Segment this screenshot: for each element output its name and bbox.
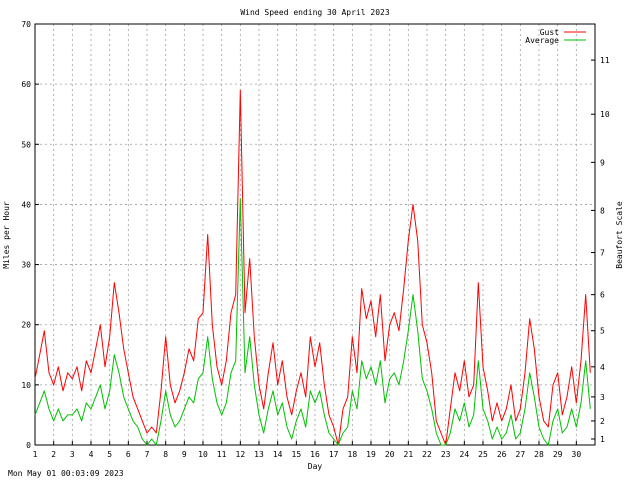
beaufort-axis: 1 2 3 4 5 6 7 8 9 10 11 [591, 56, 610, 444]
y-tick-label: 10 [21, 381, 31, 390]
y-tick-label: 40 [21, 200, 31, 209]
x-axis-label: Day [308, 462, 323, 471]
x-tick-label: 7 [145, 450, 150, 459]
beaufort-axis-label: Beaufort Scale [615, 201, 624, 269]
y-tick-label: 30 [21, 261, 31, 270]
y-tick-label: 20 [21, 321, 31, 330]
x-tick-label: 16 [310, 450, 320, 459]
x-tick-label: 29 [553, 450, 563, 459]
x-tick-label: 21 [404, 450, 414, 459]
x-tick-label: 18 [348, 450, 358, 459]
beaufort-tick-label: 7 [600, 249, 605, 258]
x-tick-label: 23 [441, 450, 451, 459]
x-tick-label: 14 [273, 450, 283, 459]
y-tick-label: 60 [21, 80, 31, 89]
x-tick-label: 11 [217, 450, 227, 459]
x-tick-label: 8 [163, 450, 168, 459]
x-tick-label: 5 [107, 450, 112, 459]
x-tick-label: 24 [460, 450, 470, 459]
generated-timestamp: Mon May 01 00:03:09 2023 [8, 469, 124, 478]
x-tick-label: 27 [516, 450, 526, 459]
x-tick-label: 22 [422, 450, 432, 459]
x-tick-label: 2 [51, 450, 56, 459]
x-tick-label: 4 [89, 450, 94, 459]
beaufort-tick-label: 2 [600, 417, 605, 426]
series-line-gust [34, 89, 591, 446]
y-tick-label: 0 [26, 441, 31, 450]
x-tick-label: 10 [198, 450, 208, 459]
x-tick-label: 13 [254, 450, 264, 459]
x-tick-label: 20 [385, 450, 395, 459]
beaufort-tick-label: 6 [600, 291, 605, 300]
x-axis: 1 2 3 4 5 6 7 8 9 10 11 12 13 14 15 16 17 18 19 20 21 22 23 24 2… [33, 441, 582, 459]
legend: Gust Average [525, 28, 586, 45]
x-tick-label: 6 [126, 450, 131, 459]
x-tick-label: 12 [236, 450, 246, 459]
beaufort-tick-label: 5 [600, 327, 605, 336]
chart-title: Wind Speed ending 30 April 2023 [240, 8, 389, 17]
beaufort-tick-label: 10 [600, 110, 610, 119]
beaufort-tick-label: 9 [600, 158, 605, 167]
x-tick-label: 3 [70, 450, 75, 459]
x-tick-label: 30 [572, 450, 582, 459]
y-tick-label: 70 [21, 20, 31, 29]
x-tick-label: 9 [182, 450, 187, 459]
y-axis-label: Miles per Hour [2, 201, 11, 269]
x-tick-label: 28 [534, 450, 544, 459]
series-layer [34, 89, 591, 446]
beaufort-tick-label: 8 [600, 206, 605, 215]
legend-gust-label: Gust [540, 28, 559, 37]
beaufort-tick-label: 4 [600, 363, 605, 372]
y-tick-label: 50 [21, 140, 31, 149]
series-line-average [34, 197, 591, 446]
x-tick-label: 1 [33, 450, 38, 459]
beaufort-tick-label: 3 [600, 393, 605, 402]
x-tick-label: 17 [329, 450, 339, 459]
beaufort-tick-label: 11 [600, 56, 610, 65]
grid-lines [35, 24, 595, 445]
beaufort-tick-label: 1 [600, 435, 605, 444]
x-tick-label: 25 [478, 450, 488, 459]
x-tick-label: 26 [497, 450, 507, 459]
legend-average-label: Average [525, 36, 559, 45]
x-tick-label: 15 [292, 450, 302, 459]
x-tick-label: 19 [366, 450, 376, 459]
y-axis: 0 10 20 30 40 50 60 70 [21, 20, 39, 450]
